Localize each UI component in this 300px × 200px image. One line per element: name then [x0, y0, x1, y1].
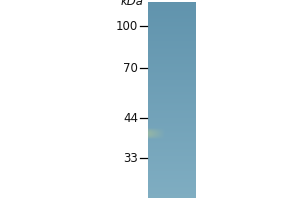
Text: kDa: kDa: [121, 0, 144, 8]
Text: 100: 100: [116, 20, 138, 32]
Text: 33: 33: [123, 152, 138, 164]
Text: 70: 70: [123, 62, 138, 74]
Text: 44: 44: [123, 112, 138, 124]
